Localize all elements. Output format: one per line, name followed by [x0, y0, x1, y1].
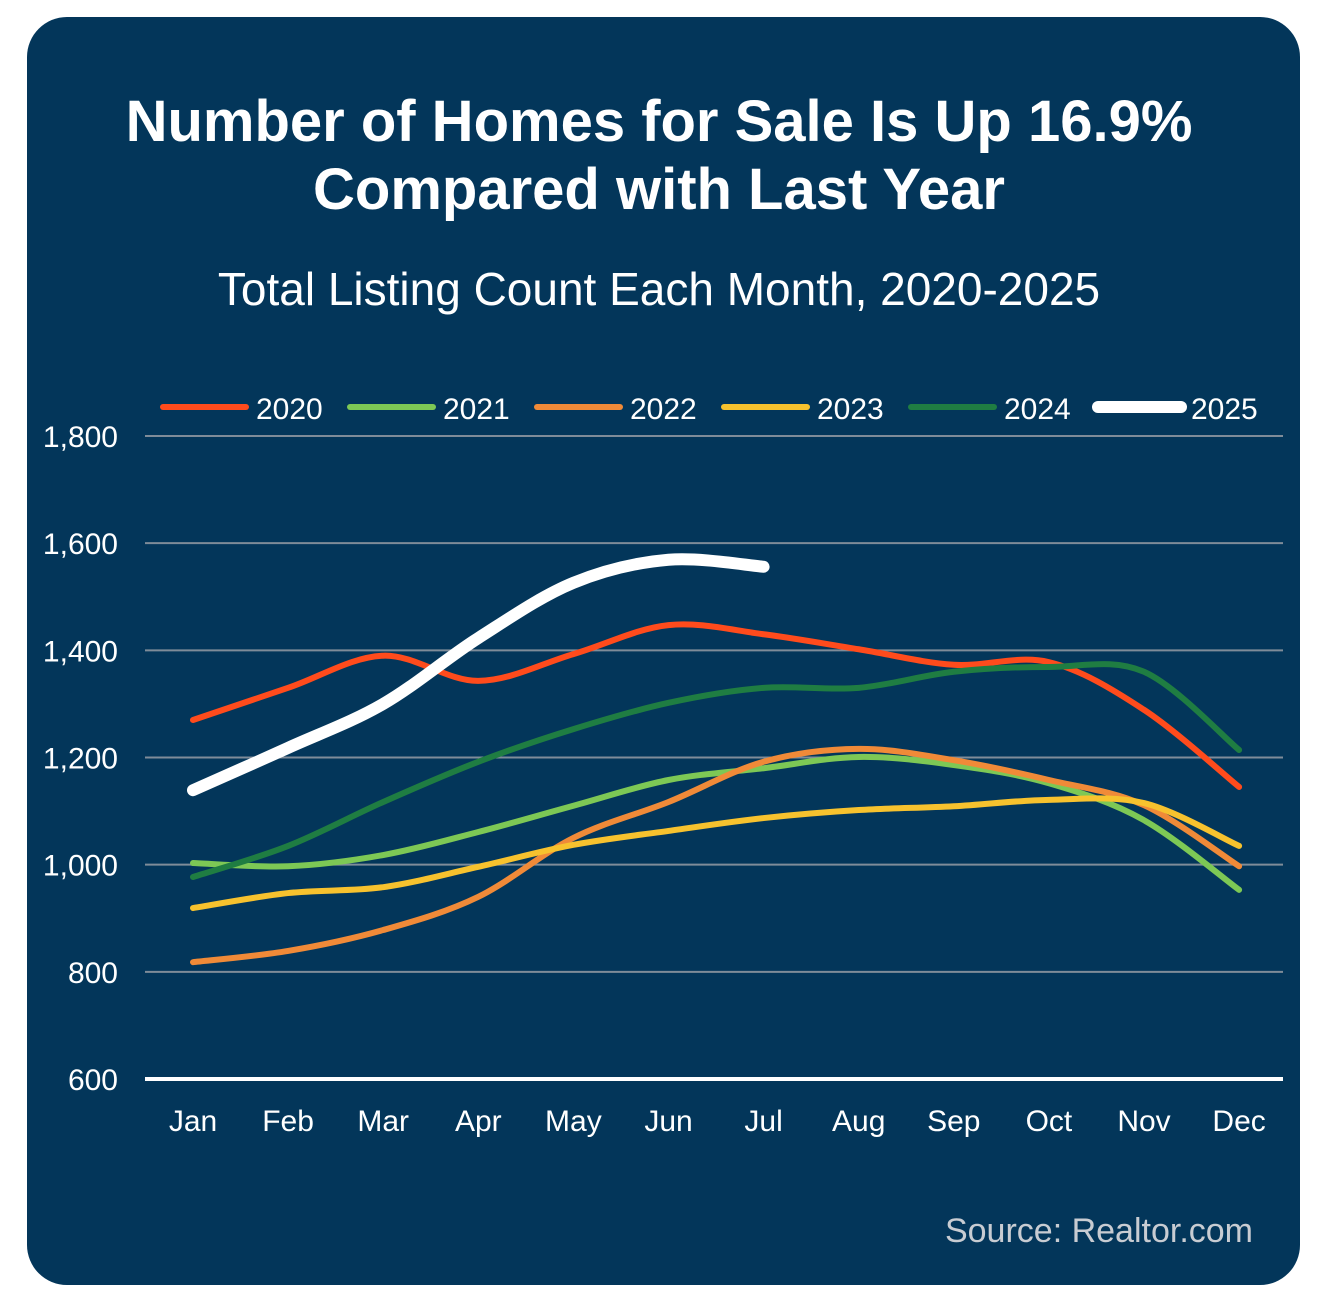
x-tick-label: Dec [1212, 1105, 1265, 1138]
x-tick-label: Sep [927, 1105, 980, 1138]
x-tick-label: Jun [644, 1105, 692, 1138]
series-line-2020 [190, 621, 1243, 790]
series-line-2023 [190, 795, 1243, 912]
legend-label-2025: 2025 [1191, 393, 1258, 426]
series-line-2021 [190, 753, 1243, 893]
x-tick-label: Jul [744, 1105, 782, 1138]
y-tick-label: 1,000 [43, 850, 118, 883]
legend-label-2021: 2021 [443, 393, 510, 426]
y-tick-label: 1,800 [43, 421, 118, 454]
x-tick-label: May [545, 1105, 602, 1138]
y-tick-label: 800 [68, 957, 118, 990]
chart-title: Number of Homes for Sale Is Up 16.9% Com… [125, 89, 1193, 222]
y-tick-label: 1,400 [43, 635, 118, 668]
legend-label-2020: 2020 [256, 393, 323, 426]
source-note: Source: Realtor.com [944, 1212, 1253, 1250]
x-tick-label: Aug [832, 1105, 885, 1138]
legend-label-2022: 2022 [630, 393, 697, 426]
series-line-2025 [187, 553, 770, 797]
x-tick-label: Mar [357, 1105, 409, 1138]
x-tick-label: Nov [1117, 1105, 1170, 1138]
chart-subtitle: Total Listing Count Each Month, 2020-202… [217, 263, 1101, 315]
x-tick-label: Oct [1026, 1105, 1073, 1138]
x-tick-label: Jan [169, 1105, 217, 1138]
y-tick-label: 1,600 [43, 528, 118, 561]
series-line-2024 [190, 661, 1243, 880]
y-tick-label: 1,200 [43, 743, 118, 776]
legend-label-2024: 2024 [1004, 393, 1071, 426]
legend-label-2023: 2023 [817, 393, 884, 426]
x-tick-label: Apr [455, 1105, 502, 1138]
y-tick-label: 600 [68, 1064, 118, 1097]
x-tick-label: Feb [262, 1105, 314, 1138]
series-line-2022 [190, 745, 1243, 966]
